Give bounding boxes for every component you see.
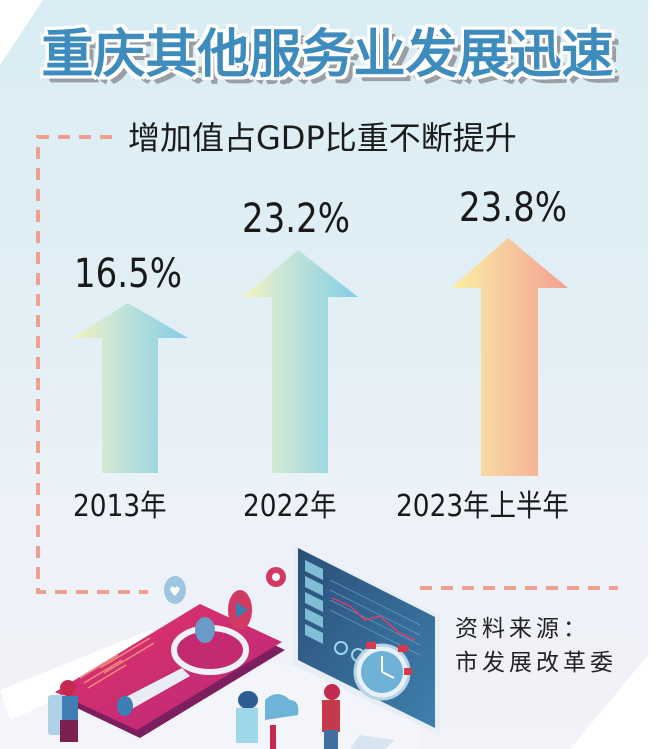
year-label-2022: 2022年 bbox=[243, 489, 337, 524]
page-title: 重庆其他服务业发展迅速 bbox=[41, 25, 614, 85]
arrow-bar-2022 bbox=[243, 250, 358, 473]
magnifier-illustration bbox=[117, 625, 249, 716]
value-label-2013: 16.5% bbox=[74, 251, 183, 297]
arrow-bar-2023h1 bbox=[451, 238, 568, 476]
person-seated bbox=[48, 680, 78, 742]
heart-icon bbox=[164, 576, 186, 604]
camera-icon bbox=[195, 617, 215, 643]
svg-text:♥: ♥ bbox=[169, 585, 181, 600]
source-label: 资料来源： bbox=[455, 616, 590, 642]
person-standing-center bbox=[236, 691, 299, 749]
value-label-2023h1: 23.8% bbox=[459, 185, 568, 231]
arrow-bar-2013 bbox=[72, 303, 188, 473]
chart-subtitle: 增加值占GDP比重不断提升 bbox=[128, 119, 517, 157]
year-label-2013: 2013年 bbox=[73, 489, 167, 524]
clock-illustration bbox=[353, 642, 412, 701]
person-standing-right bbox=[322, 684, 340, 749]
source-name: 市发展改革委 bbox=[455, 650, 617, 676]
value-label-2022: 23.2% bbox=[242, 196, 351, 242]
year-label-2023h1: 2023年上半年 bbox=[396, 489, 569, 524]
data-source: 资料来源： 市发展改革委 bbox=[455, 612, 617, 680]
